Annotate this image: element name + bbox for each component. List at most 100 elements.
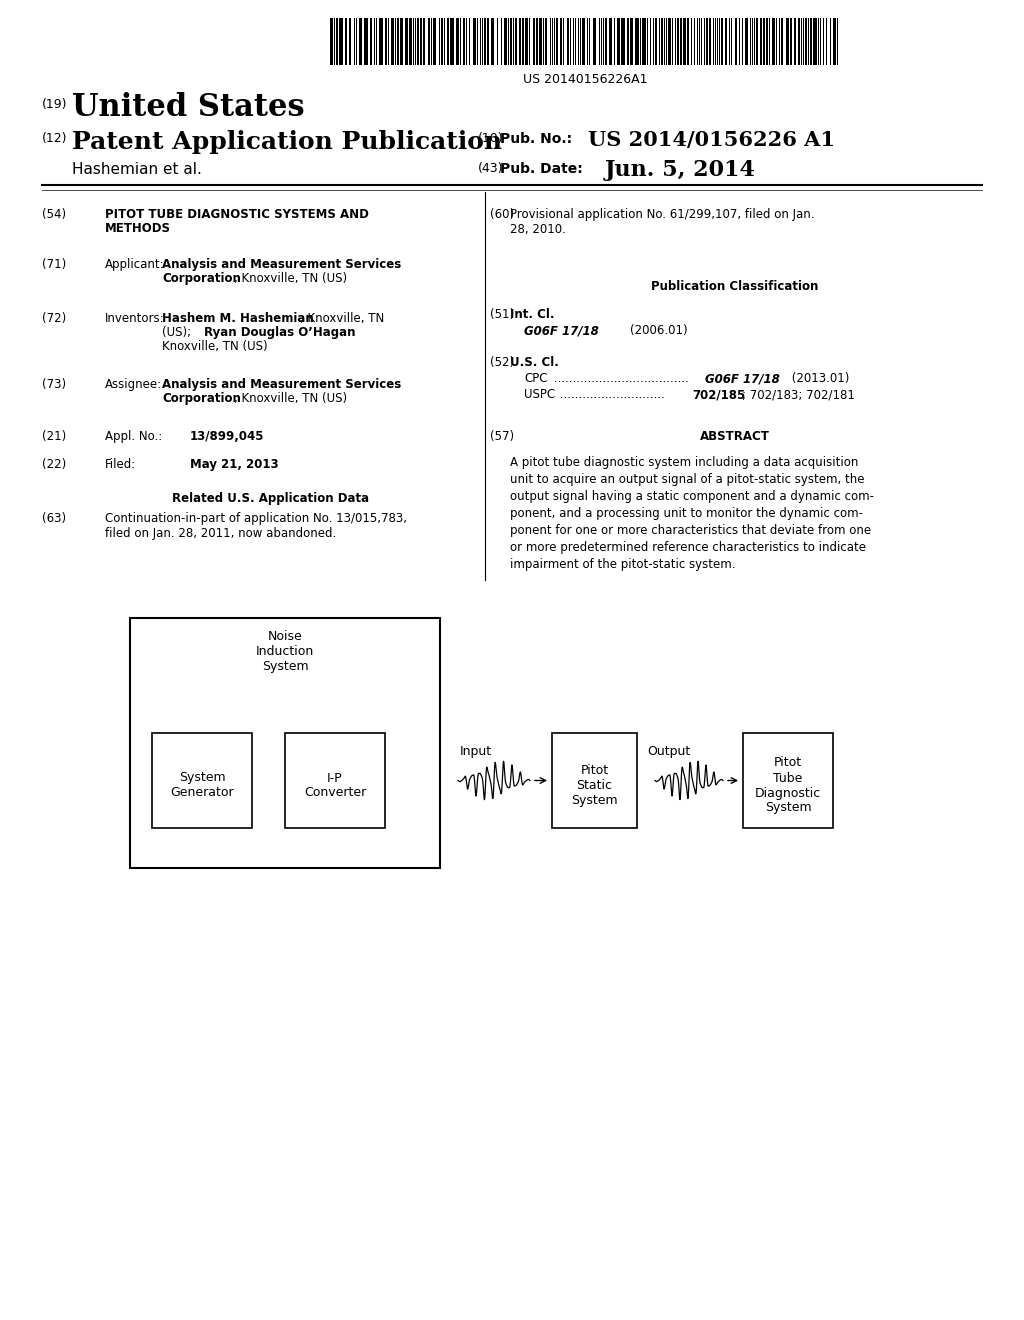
Text: Output: Output xyxy=(647,744,690,758)
Text: USPC: USPC xyxy=(524,388,555,401)
Bar xyxy=(798,18,800,65)
Bar xyxy=(560,18,562,65)
Text: Patent Application Publication: Patent Application Publication xyxy=(72,129,502,154)
Text: Pub. No.:: Pub. No.: xyxy=(500,132,572,147)
Bar xyxy=(725,18,727,65)
Text: (73): (73) xyxy=(42,378,67,391)
Text: (60): (60) xyxy=(490,209,514,220)
Bar xyxy=(662,18,663,65)
Text: Continuation-in-part of application No. 13/015,783,
filed on Jan. 28, 2011, now : Continuation-in-part of application No. … xyxy=(105,512,407,540)
Bar xyxy=(450,18,454,65)
Text: Corporation: Corporation xyxy=(162,272,241,285)
Text: Related U.S. Application Data: Related U.S. Application Data xyxy=(172,492,369,506)
Text: (2006.01): (2006.01) xyxy=(630,323,688,337)
Bar xyxy=(617,18,620,65)
Text: Inventors:: Inventors: xyxy=(105,312,165,325)
Text: (US);: (US); xyxy=(162,326,195,339)
Bar xyxy=(735,18,737,65)
Text: ....................................: .................................... xyxy=(550,372,689,385)
Text: (19): (19) xyxy=(42,98,68,111)
Bar xyxy=(766,18,768,65)
Bar xyxy=(786,18,790,65)
Text: PITOT TUBE DIAGNOSTIC SYSTEMS AND: PITOT TUBE DIAGNOSTIC SYSTEMS AND xyxy=(105,209,369,220)
Bar xyxy=(339,18,343,65)
Bar xyxy=(805,18,807,65)
Bar xyxy=(515,18,517,65)
Text: (57): (57) xyxy=(490,430,514,444)
Bar xyxy=(781,18,783,65)
Text: (43): (43) xyxy=(478,162,504,176)
Text: Pub. Date:: Pub. Date: xyxy=(500,162,583,176)
Text: US 20140156226A1: US 20140156226A1 xyxy=(522,73,647,86)
Text: G06F 17/18: G06F 17/18 xyxy=(524,323,599,337)
Text: Filed:: Filed: xyxy=(105,458,136,471)
Bar xyxy=(642,18,646,65)
Text: (72): (72) xyxy=(42,312,67,325)
Bar xyxy=(605,18,607,65)
Bar xyxy=(536,18,538,65)
Bar xyxy=(349,18,351,65)
Bar xyxy=(473,18,476,65)
Text: System
Generator: System Generator xyxy=(170,771,233,800)
Bar xyxy=(539,18,542,65)
Bar xyxy=(423,18,425,65)
Bar xyxy=(487,18,489,65)
Bar xyxy=(567,18,569,65)
Bar xyxy=(409,18,412,65)
Text: Jun. 5, 2014: Jun. 5, 2014 xyxy=(605,158,756,181)
Bar xyxy=(687,18,689,65)
Text: (54): (54) xyxy=(42,209,67,220)
Text: Provisional application No. 61/299,107, filed on Jan.
28, 2010.: Provisional application No. 61/299,107, … xyxy=(510,209,814,236)
Bar xyxy=(364,18,368,65)
Bar xyxy=(743,733,833,828)
Bar xyxy=(519,18,521,65)
Bar xyxy=(635,18,639,65)
Bar xyxy=(721,18,723,65)
Text: ; 702/183; 702/181: ; 702/183; 702/181 xyxy=(742,388,855,401)
Text: (51): (51) xyxy=(490,308,514,321)
Text: Analysis and Measurement Services: Analysis and Measurement Services xyxy=(162,257,401,271)
Bar xyxy=(504,18,507,65)
Text: Hashem M. Hashemian: Hashem M. Hashemian xyxy=(162,312,313,325)
Bar xyxy=(763,18,765,65)
Text: (10): (10) xyxy=(478,132,504,145)
Bar xyxy=(680,18,682,65)
Text: Pitot
Static
System: Pitot Static System xyxy=(571,764,617,807)
Bar xyxy=(490,18,494,65)
Text: A pitot tube diagnostic system including a data acquisition
unit to acquire an o: A pitot tube diagnostic system including… xyxy=(510,455,874,572)
Bar xyxy=(525,18,528,65)
Bar xyxy=(406,18,408,65)
Text: Appl. No.:: Appl. No.: xyxy=(105,430,162,444)
Bar xyxy=(359,18,362,65)
Text: I-P
Converter: I-P Converter xyxy=(304,771,367,800)
Text: Knoxville, TN (US): Knoxville, TN (US) xyxy=(162,341,267,352)
Bar xyxy=(627,18,629,65)
Bar xyxy=(130,618,440,869)
Bar xyxy=(370,18,372,65)
Bar xyxy=(463,18,465,65)
Text: Applicant:: Applicant: xyxy=(105,257,165,271)
Bar xyxy=(655,18,657,65)
Text: Noise
Induction
System: Noise Induction System xyxy=(256,630,314,673)
Bar xyxy=(582,18,585,65)
Text: US 2014/0156226 A1: US 2014/0156226 A1 xyxy=(588,129,835,150)
Text: Analysis and Measurement Services: Analysis and Measurement Services xyxy=(162,378,401,391)
Text: Int. Cl.: Int. Cl. xyxy=(510,308,555,321)
Bar xyxy=(621,18,625,65)
Bar xyxy=(813,18,817,65)
Bar xyxy=(336,18,338,65)
Bar xyxy=(330,18,333,65)
Bar xyxy=(668,18,671,65)
Bar xyxy=(420,18,422,65)
Bar xyxy=(285,733,385,828)
Text: (21): (21) xyxy=(42,430,67,444)
Bar xyxy=(833,18,836,65)
Text: (63): (63) xyxy=(42,512,67,525)
Bar xyxy=(609,18,612,65)
Bar xyxy=(534,18,535,65)
Text: May 21, 2013: May 21, 2013 xyxy=(190,458,279,471)
Text: 13/899,045: 13/899,045 xyxy=(190,430,264,444)
Bar xyxy=(552,733,637,828)
Bar xyxy=(706,18,708,65)
Bar xyxy=(745,18,748,65)
